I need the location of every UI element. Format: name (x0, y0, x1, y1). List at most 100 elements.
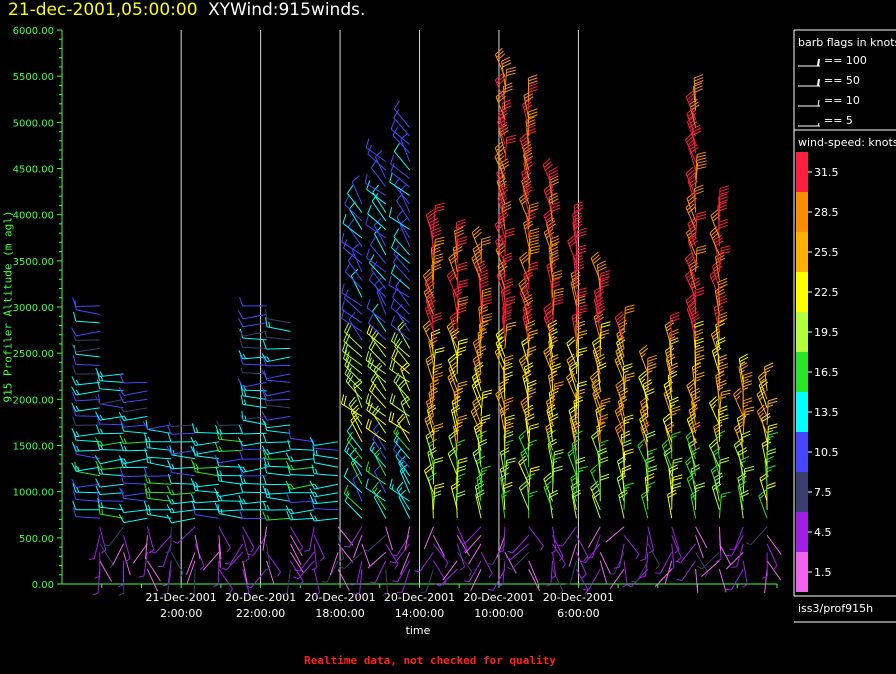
barb-staff (549, 256, 554, 281)
barb-flag (505, 414, 515, 419)
barb-flag (641, 398, 650, 406)
barb-flag (686, 472, 695, 480)
barb-flag (433, 374, 443, 379)
barb-flag (103, 543, 110, 547)
barb-flag (623, 370, 629, 374)
barb-flag (341, 394, 345, 404)
barb-flag (393, 440, 399, 450)
barb-flag (768, 423, 778, 427)
barb-staff (571, 426, 577, 451)
barb-flag (551, 204, 561, 209)
barb-flag (551, 363, 561, 368)
barb-flag (188, 592, 195, 596)
barb-flag (575, 320, 586, 325)
wind-barb (94, 455, 124, 465)
wind-barb (166, 504, 196, 514)
barb-flag (505, 301, 516, 306)
barb-flag (523, 144, 532, 151)
barb-staff (147, 475, 172, 477)
barb-staff (171, 509, 196, 514)
barb-flag (671, 485, 682, 490)
barb-staff (659, 552, 673, 574)
barb-flag (338, 558, 344, 563)
barb-staff (423, 470, 434, 493)
barb-staff (595, 307, 601, 332)
barb-staff (543, 232, 554, 256)
barb-flag (616, 472, 626, 479)
barb-flag (119, 503, 125, 513)
barb-flag (519, 285, 528, 293)
barb-flag (522, 169, 531, 176)
barb-staff (468, 543, 482, 565)
barb-flag (525, 369, 531, 374)
barb-flag (758, 489, 767, 497)
wind-barb (143, 483, 172, 494)
barb-flag (495, 152, 504, 160)
barb-flag (759, 412, 764, 418)
barb-flag (742, 400, 753, 405)
barb-flag (395, 437, 399, 444)
barb-flag (734, 421, 743, 429)
wind-barb (367, 357, 387, 383)
wind-barb (545, 560, 554, 587)
barb-staff (572, 214, 577, 239)
barb-flag (458, 380, 468, 385)
barb-flag (599, 281, 609, 286)
barb-flag (479, 269, 489, 274)
barb-staff (480, 552, 493, 574)
barb-staff (390, 324, 410, 341)
barb-staff (367, 551, 387, 569)
barb-flag (567, 356, 576, 364)
wind-barb (71, 402, 100, 412)
wind-barb (614, 311, 625, 341)
barb-flag (496, 237, 505, 245)
barb-staff (548, 333, 554, 357)
wind-barb (343, 239, 363, 264)
barb-staff (456, 417, 459, 442)
barb-flag (449, 327, 454, 333)
barb-flag (388, 207, 393, 217)
barb-staff (685, 207, 697, 230)
barb-flag (525, 116, 535, 122)
barb-flag (473, 398, 482, 406)
wind-barb (685, 455, 697, 485)
wind-barb (142, 420, 172, 430)
barb-staff (623, 307, 626, 332)
barb-staff (289, 534, 303, 557)
barb-flag (599, 332, 610, 337)
barb-flag (618, 489, 628, 496)
wind-barb (497, 115, 508, 145)
wind-barb (157, 543, 172, 568)
wind-barb (504, 457, 516, 485)
wind-barb (242, 560, 248, 585)
barb-flag (600, 270, 610, 274)
wind-barb (374, 226, 387, 256)
barb-flag (390, 154, 395, 164)
wind-barb (676, 560, 696, 582)
barb-flag (590, 370, 598, 378)
barb-flag (450, 480, 460, 487)
barb-flag (551, 366, 561, 371)
barb-flag (287, 439, 291, 450)
barb-staff (396, 217, 410, 239)
wind-barb (766, 482, 776, 510)
wind-barb (191, 423, 219, 434)
barb-staff (266, 517, 291, 521)
barb-staff (452, 290, 458, 315)
barb-staff (290, 509, 315, 515)
barb-flag (393, 109, 400, 119)
barb-flag (365, 478, 369, 489)
wind-barb (450, 480, 461, 510)
barb-flag (742, 387, 749, 391)
barb-staff (495, 241, 506, 264)
barb-staff (523, 163, 530, 188)
barb-flag (695, 361, 701, 365)
barb-flag (118, 455, 125, 464)
barb-flag (725, 588, 732, 591)
wind-barb (690, 277, 701, 306)
wind-barb (422, 319, 434, 349)
barb-staff (266, 336, 291, 341)
barb-staff (75, 398, 100, 402)
wind-barb (718, 569, 727, 593)
